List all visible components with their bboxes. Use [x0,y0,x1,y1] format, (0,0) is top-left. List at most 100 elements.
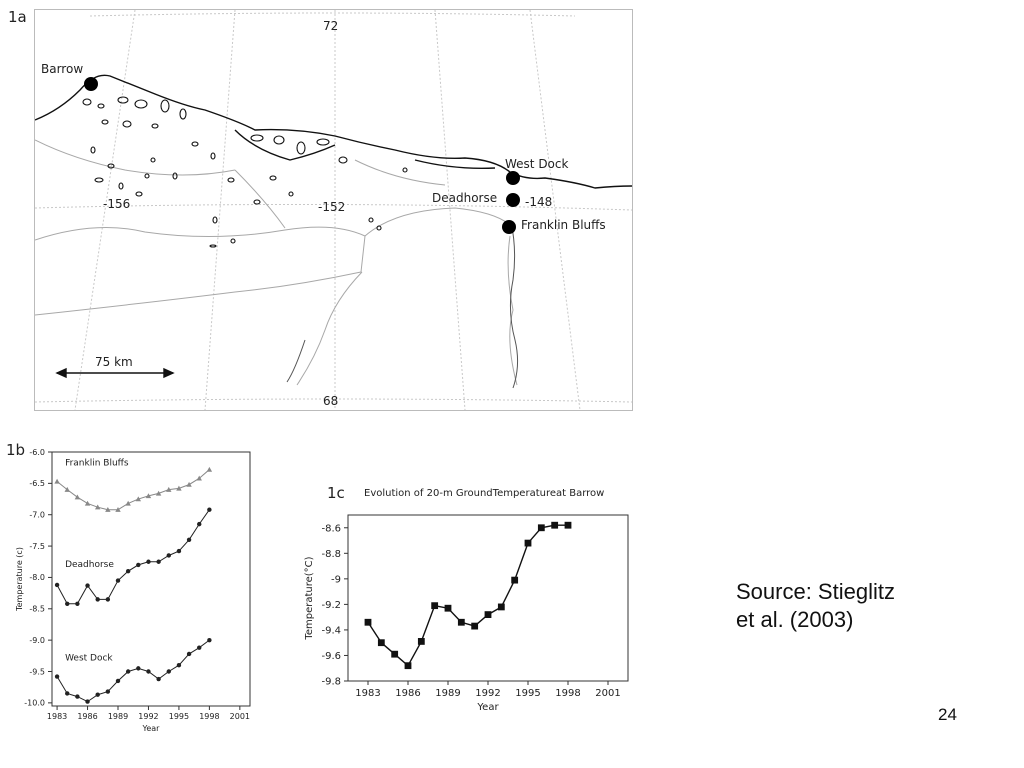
map-panel-label: 1a [8,8,27,26]
chart-1c-series-0-point [431,602,439,610]
chart-1c-series-0-point [511,576,519,584]
longitude-label-156: -156 [103,197,131,211]
chart-1b-west-dock-point [115,678,121,684]
source-caption: Source: Stieglitz et al. (2003) [736,578,976,634]
site-markers [84,77,520,234]
franklin-bluffs-marker [502,220,516,234]
chart-1c-x-tick-label: 2001 [595,688,620,699]
chart-1b-west-dock-label: West Dock [65,654,113,664]
chart-1b-deadhorse-point [197,521,202,527]
chart-1b-x-tick-label: 1992 [138,712,158,721]
chart-1c-x-tick-label: 1995 [515,688,540,699]
source-caption-line1: Source: Stieglitz [736,579,895,604]
chart-1b-franklin-bluffs-point [64,486,70,492]
map-graticule [35,10,632,410]
chart-1c-y-tick-label: -9.6 [321,651,341,662]
chart-1b-west-dock-point [95,692,100,697]
chart-1c-series-0-point [524,539,532,547]
chart-1c-y-tick-label: -8.6 [321,523,341,534]
chart-1b-west-dock-point [85,699,90,704]
chart-1c-series-0-point [551,521,559,529]
chart-1c-y-tick-label: -9.4 [321,625,341,636]
chart-1b-deadhorse-label: Deadhorse [65,560,114,570]
chart-1b-franklin-bluffs-point [84,500,91,506]
chart-1b-x-tick-label: 2001 [230,712,250,721]
chart-1b-y-tick-label: -7.5 [29,542,45,551]
franklin-bluffs-label: Franklin Bluffs [521,218,606,232]
chart-1c-series-0-point [471,622,479,630]
chart-1b-franklin-bluffs-point [125,500,131,506]
chart-1b-y-tick-label: -6.0 [29,448,45,457]
latitude-label-top: 72 [323,19,339,33]
chart-1b-deadhorse-point [146,559,151,564]
chart-1b-west-dock-point [166,669,171,674]
chart-1b-west-dock-point [65,691,70,696]
chart-1c-series-0-point [404,662,412,670]
chart-1c-x-tick-label: 1992 [475,688,500,699]
chart-1b-deadhorse-point [125,568,131,574]
chart-1b-deadhorse-point [95,597,100,602]
chart-1b-deadhorse-point [75,601,80,606]
chart-1b-y-axis-label: Temperature (c) [15,547,24,612]
chart-1b-x-tick-label: 1989 [108,712,128,721]
chart-1b-west-dock-point [156,676,161,682]
chart-1b-deadhorse-point [65,601,70,606]
chart-1b-deadhorse-point [54,582,60,588]
chart-1b-x-axis-label: Year [142,724,161,733]
chart-1c-series-0-point [444,604,452,612]
chart-1b-franklin-bluffs-point [166,486,172,492]
chart-1c-series-0-point [457,618,465,626]
longitude-label-152: -152 [318,200,346,214]
chart-1c-plot-frame [347,514,629,682]
scale-bar [55,367,175,379]
chart-1b-franklin-bluffs-point [155,490,162,496]
chart-1b-y-tick-label: -10.0 [24,699,45,708]
chart-1c-series-0-line [367,524,568,667]
chart-1b-deadhorse-point [166,553,171,558]
deadhorse-marker [506,193,520,207]
chart-1b-deadhorse-point [186,537,192,543]
chart-1b-deadhorse-point [115,578,121,583]
chart-1c-series-0-point [537,524,545,532]
chart-1b-y-tick-label: -7.0 [29,511,45,520]
west-dock-marker [506,171,520,185]
west-dock-label: West Dock [505,157,569,171]
chart-1c-series-0-point [417,638,425,645]
chart-1b-deadhorse-point [136,562,141,568]
chart-1b-franklin-bluffs-point [186,481,192,487]
chart-1c-series-0-point [484,611,492,618]
chart-1c-title: Evolution of 20-m GroundTemperatureat Ba… [364,488,604,499]
chart-1c-y-axis-label: Temperature(°C) [304,556,315,640]
chart-1b-y-tick-label: -8.0 [29,573,45,582]
chart-1c-y-tick-label: -9 [331,574,341,585]
source-caption-line2: et al. (2003) [736,607,854,632]
chart-1b-y-tick-label: -8.5 [29,605,45,614]
chart-1c-x-tick-label: 1983 [355,688,380,699]
chart-1b-franklin-bluffs-point [176,485,182,491]
chart-1b-deadhorse-point [85,583,90,588]
map-terrain-lines [35,139,518,386]
chart-1c-series-0-point [564,521,572,529]
north-slope-map: 72 68 -156 -152 -148 Barrow West Dock De… [34,9,633,411]
chart-1b-deadhorse-point [176,548,182,554]
chart-1b-x-tick-label: 1986 [77,712,97,721]
chart-1b-franklin-bluffs-point [94,504,101,510]
map-drawing [35,10,632,410]
chart-1b-x-tick-label: 1983 [47,712,67,721]
chart-1b-y-tick-label: -9.5 [29,667,45,676]
chart-1c: 1983 1986 1989 1992 1995 1998 2001 -8.6 -8.8 -9 -9… [304,488,629,713]
chart-1c-y-tick-label: -8.8 [321,549,341,560]
deadhorse-label: Deadhorse [432,191,498,205]
chart-1b-west-dock-point [176,663,182,668]
chart-1b-deadhorse-point [207,507,212,512]
chart-1b-west-dock-point [207,637,212,643]
chart-1b-franklin-bluffs-point [206,466,213,472]
map-coastline [35,74,632,189]
chart-1c-series-0-point [391,650,399,658]
chart-1c-x-tick-label: 1998 [555,688,580,699]
chart-1b-y-tick-label: -9.0 [29,636,45,645]
scale-bar-label: 75 km [95,355,133,369]
barrow-label: Barrow [41,62,84,76]
chart-1b-west-dock-point [197,645,202,650]
chart-1b-franklin-bluffs-point [74,494,81,500]
